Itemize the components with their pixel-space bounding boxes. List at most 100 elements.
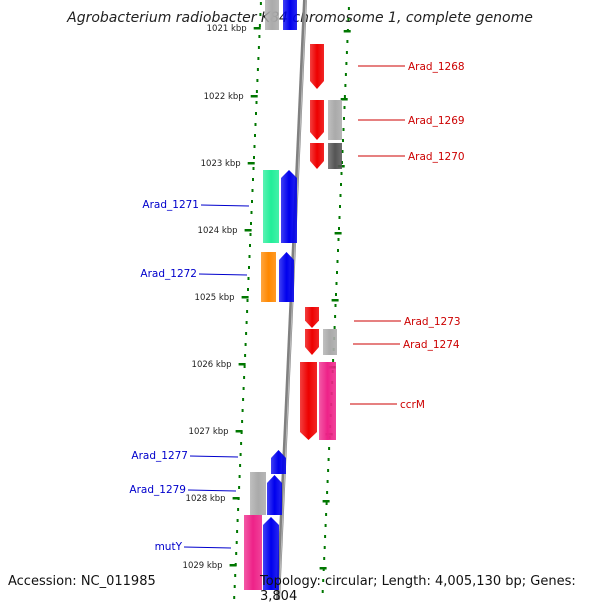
inner-track-dot: [247, 277, 250, 280]
inner-track-dot: [246, 310, 249, 313]
gene-arrow-muty[interactable]: [263, 517, 279, 590]
outer-track-dot: [338, 227, 340, 230]
inner-track-dot: [244, 354, 247, 357]
gene-arrow-ccrm[interactable]: [300, 362, 317, 440]
inner-track-dot: [251, 189, 254, 192]
tick-label: 1027 kbp: [189, 427, 229, 437]
outer-track-dot: [347, 18, 350, 21]
inner-track-dot: [245, 321, 248, 324]
gene-label-arad-1268[interactable]: Arad_1268: [408, 61, 465, 73]
gene-labels[interactable]: Arad_1268 Arad_1269 Arad_1270 Arad_1271 Arad…: [129, 61, 464, 553]
tick-mark-inner: [250, 95, 258, 98]
tick-mark-inner: [247, 162, 255, 165]
inner-track-dot: [255, 90, 258, 93]
gene-label-arad-1273[interactable]: Arad_1273: [404, 316, 461, 328]
inner-track-dot: [259, 2, 262, 5]
tick-marks: 1021 kbp 1022 kbp 1023 kbp 1024 kbp 1025 kbp…: [183, 24, 351, 571]
feature-arrows[interactable]: [244, 0, 342, 590]
gene-label-arad-1271[interactable]: Arad_1271: [142, 199, 199, 211]
outer-track-dot: [337, 249, 339, 252]
outer-track-dot: [334, 304, 337, 307]
outer-track-dot: [345, 51, 348, 54]
tick-mark-outer: [331, 299, 339, 302]
tick-label: 1021 kbp: [207, 24, 247, 34]
outer-track-dot: [325, 502, 328, 505]
outer-track-dot: [343, 106, 346, 109]
pink-feature-muty[interactable]: [244, 515, 262, 590]
inner-track-dot: [235, 552, 238, 555]
inner-track-dot: [241, 420, 244, 423]
gene-arrow-arad-1271[interactable]: [281, 170, 297, 243]
leader-line-arad-1271: [200, 204, 250, 207]
outer-track-dot: [340, 172, 343, 175]
outer-track-dot: [347, 7, 350, 10]
tick-mark-inner: [235, 430, 243, 433]
gene-arrow-arad-1269[interactable]: [310, 100, 324, 140]
inner-track-dot: [248, 266, 250, 269]
gene-arrow-arad-1277[interactable]: [271, 450, 286, 474]
outer-track-dot: [333, 326, 336, 329]
tick-mark-inner: [253, 27, 261, 30]
inner-track-dot: [242, 387, 245, 390]
inner-track-dot: [247, 288, 249, 291]
blue-feature-top[interactable]: [283, 0, 297, 30]
outer-track-dot: [344, 73, 347, 76]
gene-arrow-arad-1268[interactable]: [310, 44, 324, 89]
inner-track-dot: [236, 519, 239, 522]
pink-feature-ccrm[interactable]: [319, 362, 336, 440]
gene-arrow-arad-1272[interactable]: [279, 252, 294, 302]
gene-arrow-arad-1270[interactable]: [310, 143, 324, 169]
outer-track-dot: [340, 183, 342, 186]
outer-track-dot: [344, 84, 347, 87]
inner-track-dot: [251, 200, 253, 203]
inner-track-dot: [235, 541, 238, 544]
gene-label-arad-1274[interactable]: Arad_1274: [403, 339, 460, 351]
inner-track-dot: [255, 112, 257, 115]
gene-label-arad-1269[interactable]: Arad_1269: [408, 115, 465, 127]
gene-arrow-arad-1274[interactable]: [305, 329, 319, 355]
green-feature-1271[interactable]: [263, 170, 279, 243]
tick-mark-outer: [319, 567, 327, 570]
tick-mark-inner: [229, 564, 237, 567]
gene-label-arad-1272[interactable]: Arad_1272: [140, 268, 197, 280]
outer-track-dot: [339, 205, 341, 208]
tick-mark-outer: [343, 30, 351, 33]
inner-track-dot: [233, 585, 236, 588]
accession-text: Accession: NC_011985: [8, 574, 156, 589]
gene-label-arad-1270[interactable]: Arad_1270: [408, 151, 465, 163]
inner-track-dot: [244, 343, 247, 346]
outer-track-dot: [322, 579, 325, 582]
gene-label-arad-1279[interactable]: Arad_1279: [129, 484, 186, 496]
inner-track-dot: [246, 299, 249, 302]
tick-mark-inner: [232, 497, 240, 500]
inner-track-dot: [234, 574, 237, 577]
outer-track-dot: [327, 458, 330, 461]
gene-label-muty[interactable]: mutY: [155, 541, 183, 553]
tick-label: 1022 kbp: [204, 92, 244, 102]
outer-track-dot: [337, 238, 340, 241]
darkgrey-feature-1270[interactable]: [328, 143, 342, 169]
leader-line-arad-1279: [187, 489, 237, 492]
inner-track-dot: [257, 57, 260, 60]
outer-track-dot: [339, 194, 342, 197]
grey-feature-1279[interactable]: [250, 472, 266, 515]
gene-arrow-arad-1273[interactable]: [305, 307, 319, 328]
outer-track-dot: [346, 40, 349, 43]
tick-label: 1025 kbp: [195, 293, 235, 303]
inner-track-dot: [258, 24, 261, 27]
grey-feature-1269[interactable]: [328, 100, 342, 140]
tick-mark-outer: [322, 500, 330, 503]
outer-track-dot: [327, 469, 330, 472]
gene-label-ccrm[interactable]: ccrM: [400, 399, 425, 411]
tick-label: 1023 kbp: [201, 159, 241, 169]
orange-feature-1272[interactable]: [261, 252, 276, 302]
gene-label-arad-1277[interactable]: Arad_1277: [131, 450, 188, 462]
outer-track-dot: [341, 150, 344, 153]
outer-track-dot: [321, 590, 324, 593]
grey-feature-top[interactable]: [265, 0, 279, 30]
inner-track-dot: [233, 596, 236, 599]
tick-mark-inner: [238, 363, 246, 366]
gene-arrow-arad-1279[interactable]: [267, 475, 282, 515]
grey-feature-1274[interactable]: [323, 329, 337, 355]
